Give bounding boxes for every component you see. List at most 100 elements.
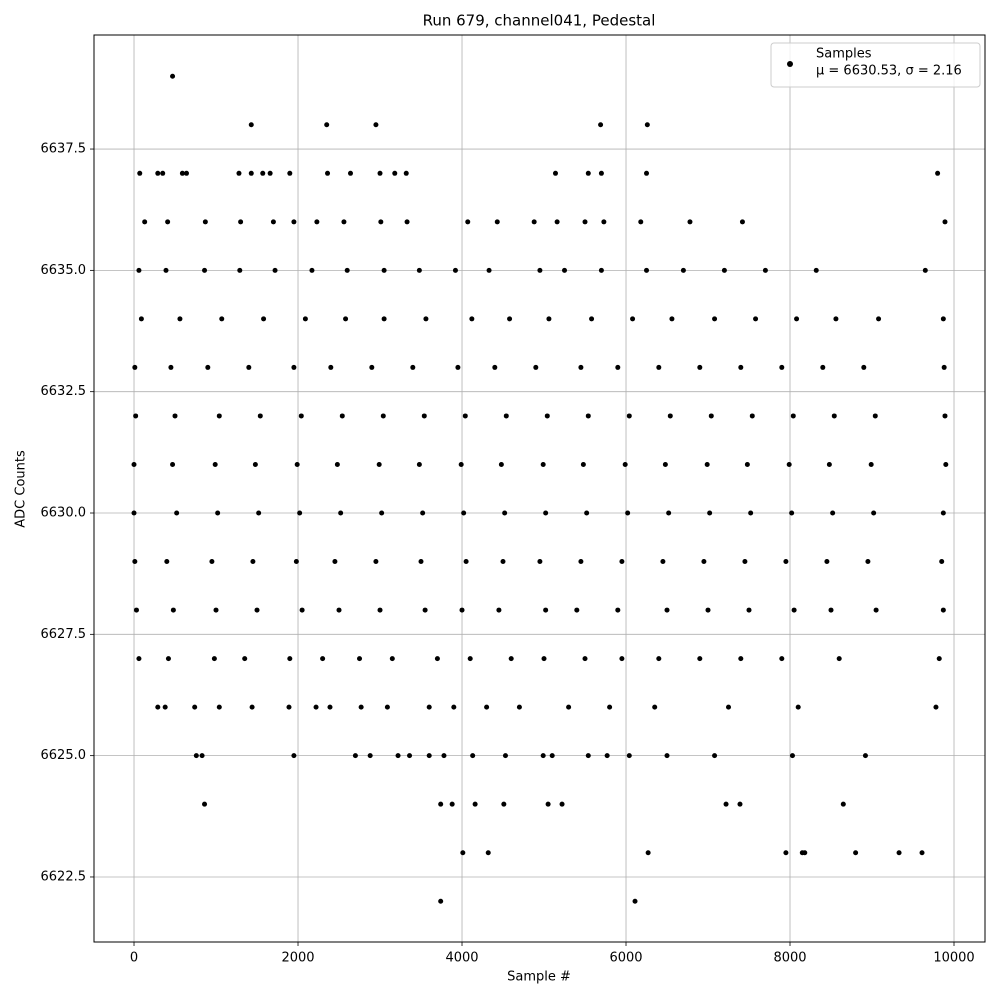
point	[669, 316, 675, 322]
point	[662, 461, 668, 467]
point	[420, 510, 426, 516]
point	[601, 219, 607, 225]
point	[136, 656, 142, 662]
point	[779, 656, 785, 662]
grid	[94, 35, 985, 942]
point	[461, 510, 467, 516]
point	[205, 364, 211, 370]
point	[828, 607, 834, 613]
point	[373, 559, 379, 565]
point	[492, 364, 498, 370]
point	[332, 559, 338, 565]
point	[216, 413, 222, 419]
y-tick-label: 6625.0	[41, 748, 87, 763]
point	[248, 170, 254, 176]
point	[458, 461, 464, 467]
point	[297, 510, 303, 516]
point	[585, 753, 591, 759]
point	[585, 170, 591, 176]
point	[438, 801, 444, 807]
point	[940, 316, 946, 322]
point	[666, 510, 672, 516]
point	[293, 559, 299, 565]
point	[132, 364, 138, 370]
point	[660, 559, 666, 565]
point	[762, 267, 768, 273]
point	[705, 607, 711, 613]
point	[795, 704, 801, 710]
point	[598, 170, 604, 176]
point	[320, 656, 326, 662]
point	[543, 510, 549, 516]
point	[339, 413, 345, 419]
point	[344, 267, 350, 273]
point	[585, 413, 591, 419]
point	[922, 267, 928, 273]
point	[865, 559, 871, 565]
point	[246, 364, 252, 370]
point	[896, 850, 902, 856]
point	[584, 510, 590, 516]
point	[667, 413, 673, 419]
point	[826, 461, 832, 467]
point	[794, 316, 800, 322]
point	[498, 461, 504, 467]
point	[638, 219, 644, 225]
legend-label: Samples	[816, 47, 872, 62]
point	[155, 704, 161, 710]
x-tick-label: 0	[130, 951, 138, 966]
point	[441, 753, 447, 759]
point	[936, 656, 942, 662]
point	[287, 656, 293, 662]
point	[933, 704, 939, 710]
point	[343, 316, 349, 322]
legend-marker	[787, 61, 793, 67]
point	[170, 73, 176, 79]
point	[783, 850, 789, 856]
point	[467, 656, 473, 662]
point	[291, 219, 297, 225]
point	[656, 364, 662, 370]
point	[664, 607, 670, 613]
point	[549, 753, 555, 759]
point	[545, 801, 551, 807]
point	[183, 170, 189, 176]
point	[830, 510, 836, 516]
point	[552, 170, 558, 176]
point	[131, 510, 137, 516]
point	[580, 461, 586, 467]
point	[790, 413, 796, 419]
point	[170, 461, 176, 467]
point	[531, 219, 537, 225]
point	[942, 413, 948, 419]
point	[701, 559, 707, 565]
point	[172, 413, 178, 419]
legend-note: μ = 6630.53, σ = 2.16	[816, 64, 962, 79]
point	[352, 753, 358, 759]
point	[578, 559, 584, 565]
point	[334, 461, 340, 467]
point	[163, 267, 169, 273]
x-tick-label: 8000	[773, 951, 806, 966]
point	[407, 753, 413, 759]
point	[358, 704, 364, 710]
point	[192, 704, 198, 710]
point	[336, 607, 342, 613]
point	[250, 559, 256, 565]
point	[426, 704, 432, 710]
point	[738, 656, 744, 662]
point	[155, 170, 161, 176]
point	[215, 510, 221, 516]
point	[873, 607, 879, 613]
point	[377, 170, 383, 176]
point	[209, 559, 215, 565]
point	[935, 170, 941, 176]
point	[377, 607, 383, 613]
point	[254, 607, 260, 613]
point	[242, 656, 248, 662]
y-tick-label: 6635.0	[41, 263, 87, 278]
point	[384, 704, 390, 710]
point	[132, 559, 138, 565]
